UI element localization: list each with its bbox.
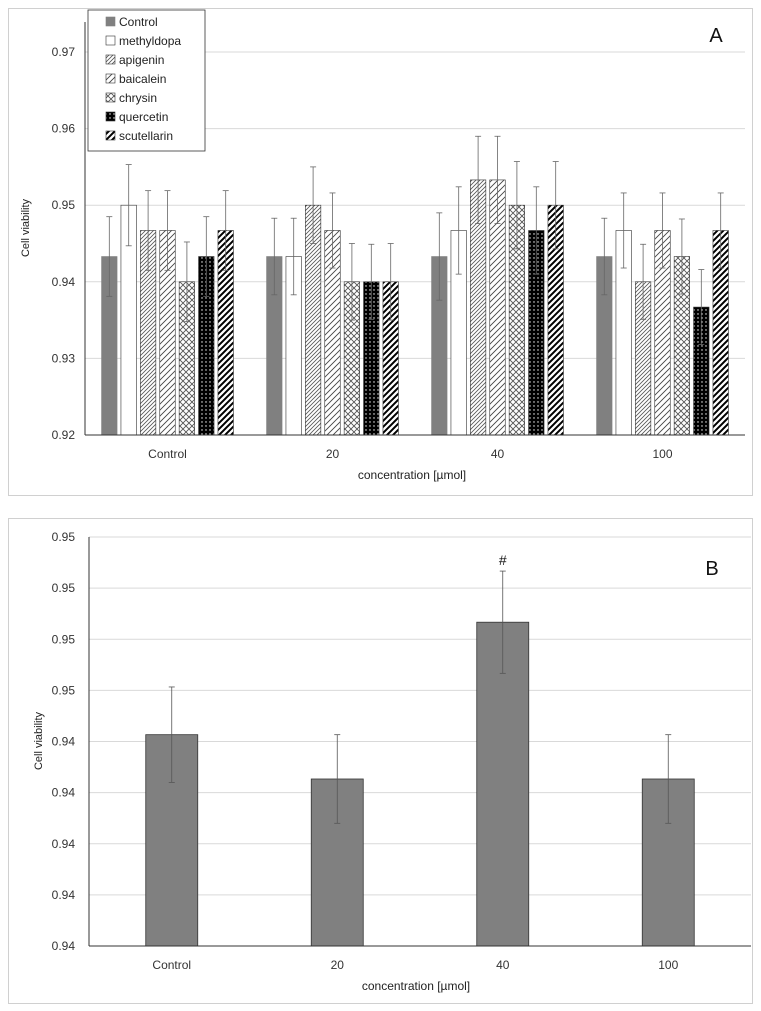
y-tick-label: 0.95 [52,530,76,544]
y-tick-label: 0.95 [52,632,76,646]
x-tick-label: 40 [496,958,510,972]
error-bar [620,192,627,269]
x-axis-title: concentration [µmol] [358,468,466,482]
legend-swatch [105,73,116,84]
error-bar [168,686,175,783]
error-bar [203,216,210,297]
error-bar [665,734,672,824]
significance-marker: # [499,552,507,568]
error-bar [106,216,113,297]
y-tick-label: 0.94 [52,888,76,902]
x-axis-title: concentration [µmol] [362,979,470,993]
x-tick-label: 100 [658,958,678,972]
x-tick-label: 20 [331,958,345,972]
error-bar [348,243,355,321]
error-bar [640,243,647,320]
chart-a: 0.92 0.93 0.94 0.95 0.96 0.97 Control 20 40 100 C… [20,9,745,482]
error-bar [271,217,278,296]
panel-label: B [705,558,718,580]
error-bar [455,186,462,275]
y-tick-label: 0.93 [52,351,76,365]
error-bar [475,135,482,224]
error-bar [533,186,540,275]
error-bar [678,218,685,295]
error-bar [659,192,666,269]
error-bar [125,164,132,247]
legend-swatch [105,16,116,27]
legend-label: chrysin [119,91,157,105]
y-tick-label: 0.96 [52,122,76,136]
error-bar [698,269,705,346]
error-bar [290,217,297,296]
legend-swatch [105,54,116,65]
y-tick-label: 0.95 [52,581,76,595]
legend-label: methyldopa [119,34,181,48]
error-bar [436,212,443,301]
y-tick-label: 0.94 [52,837,76,851]
x-tick-label: 40 [491,447,505,461]
error-bar [329,192,336,269]
y-tick-label: 0.95 [52,683,76,697]
legend-swatch [105,130,116,141]
y-tick-label: 0.95 [52,198,76,212]
error-bar [513,161,520,250]
error-bar [145,190,152,271]
legend-swatch [105,35,116,46]
error-bar [387,243,394,321]
error-bar [368,243,375,320]
y-tick-label: 0.92 [52,428,76,442]
error-bar [717,192,724,269]
error-bar [601,217,608,296]
legend-label: scutellarin [119,129,173,143]
legend-swatch [105,111,116,122]
error-bar [334,734,341,824]
y-axis-title: Cell viability [33,711,45,770]
panel-label: A [709,25,723,47]
legend-label: Control [119,15,158,29]
legend-label: apigenin [119,53,164,67]
y-tick-label: 0.97 [52,45,76,59]
x-tick-label: Control [152,958,191,972]
y-tick-label: 0.94 [52,939,76,953]
x-tick-label: 100 [652,447,672,461]
error-bar [552,161,559,250]
error-bar [499,570,506,674]
error-bar [222,190,229,271]
legend-label: baicalein [119,72,166,86]
legend-swatch [105,92,116,103]
y-tick-label: 0.94 [52,786,76,800]
legend-label: quercetin [119,110,168,124]
y-tick-label: 0.94 [52,275,76,289]
panel-b-frame [8,518,753,1004]
y-axis-title: Cell viability [20,198,32,257]
error-bar [494,135,501,224]
chart-b: 0.94 0.94 0.94 0.94 0.94 0.95 0.95 0.95 0.95 Cont… [33,530,751,993]
error-bar [183,241,190,323]
y-tick-label: 0.94 [52,735,76,749]
error-bar [164,190,171,271]
x-tick-label: 20 [326,447,340,461]
error-bar [310,166,317,244]
legend: Control methyldopa apigenin baicalein chrysi… [87,9,206,152]
x-tick-label: Control [148,447,187,461]
